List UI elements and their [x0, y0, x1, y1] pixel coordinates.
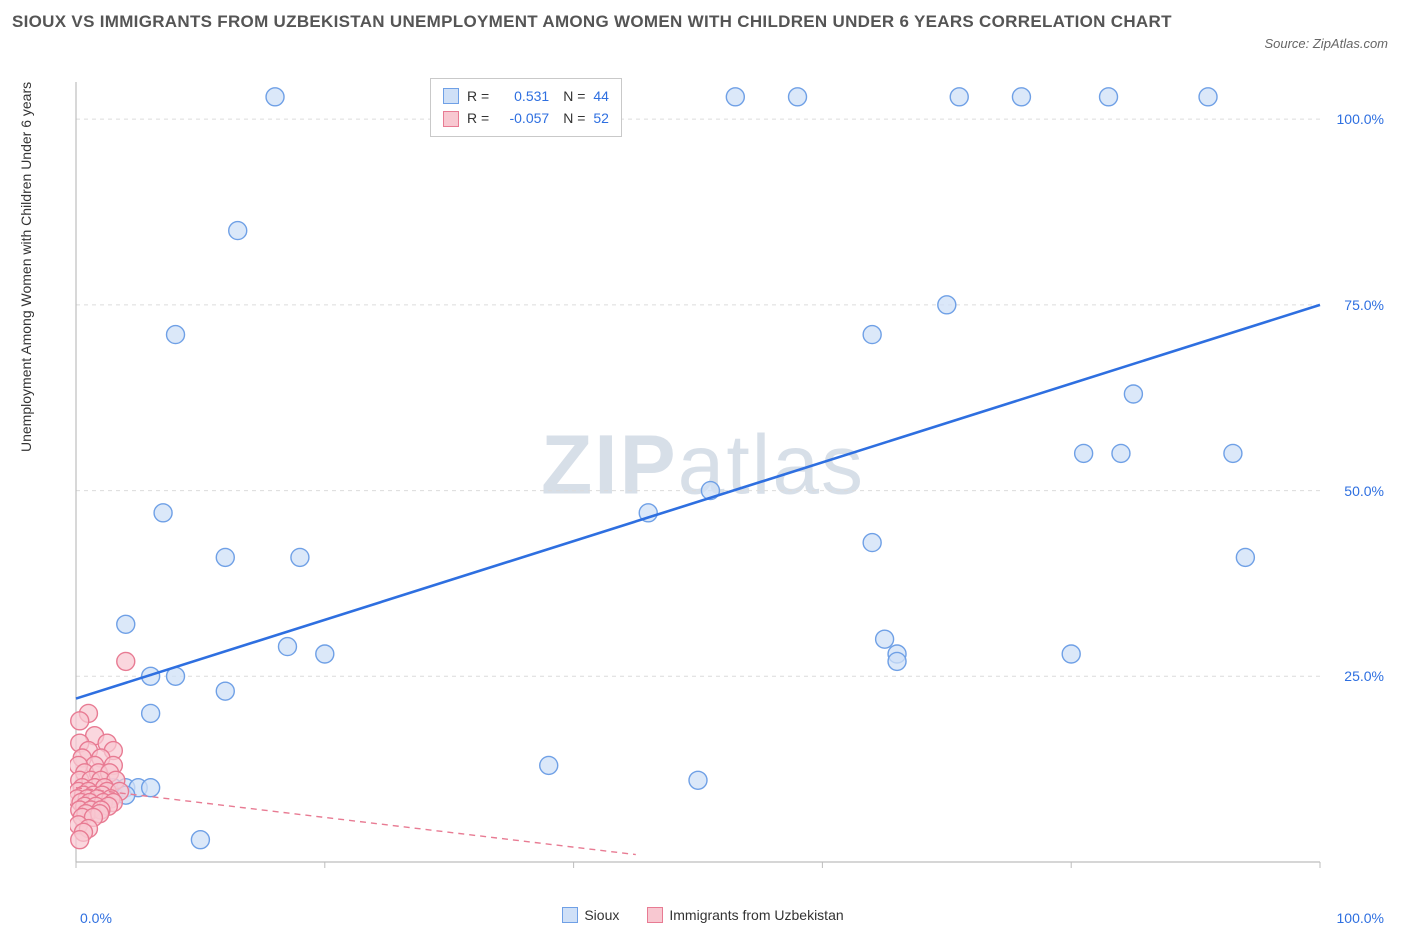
- legend-swatch: [443, 88, 459, 104]
- r-label: R =: [467, 107, 489, 129]
- source-label: Source: ZipAtlas.com: [1264, 36, 1388, 51]
- y-axis-label: Unemployment Among Women with Children U…: [18, 82, 34, 452]
- legend-bottom: Sioux Immigrants from Uzbekistan: [0, 907, 1406, 926]
- legend-swatch: [443, 111, 459, 127]
- y-tick-label: 25.0%: [1344, 668, 1384, 684]
- scatter-plot: [70, 72, 1380, 892]
- legend-swatch: [562, 907, 578, 923]
- legend-label: Immigrants from Uzbekistan: [669, 907, 843, 923]
- r-value: -0.057: [497, 107, 549, 129]
- legend-item: Sioux: [562, 907, 619, 923]
- legend-swatch: [647, 907, 663, 923]
- n-value: 44: [593, 85, 609, 107]
- legend-stat-row: R = -0.057 N = 52: [443, 107, 609, 129]
- y-tick-label: 75.0%: [1344, 297, 1384, 313]
- r-label: R =: [467, 85, 489, 107]
- legend-stat-row: R = 0.531 N = 44: [443, 85, 609, 107]
- n-label: N =: [563, 85, 585, 107]
- n-label: N =: [563, 107, 585, 129]
- y-tick-label: 100.0%: [1337, 111, 1384, 127]
- y-tick-label: 50.0%: [1344, 483, 1384, 499]
- r-value: 0.531: [497, 85, 549, 107]
- n-value: 52: [593, 107, 609, 129]
- legend-stats-box: R = 0.531 N = 44R = -0.057 N = 52: [430, 78, 622, 137]
- legend-item: Immigrants from Uzbekistan: [647, 907, 843, 923]
- legend-label: Sioux: [584, 907, 619, 923]
- chart-title: SIOUX VS IMMIGRANTS FROM UZBEKISTAN UNEM…: [12, 10, 1286, 34]
